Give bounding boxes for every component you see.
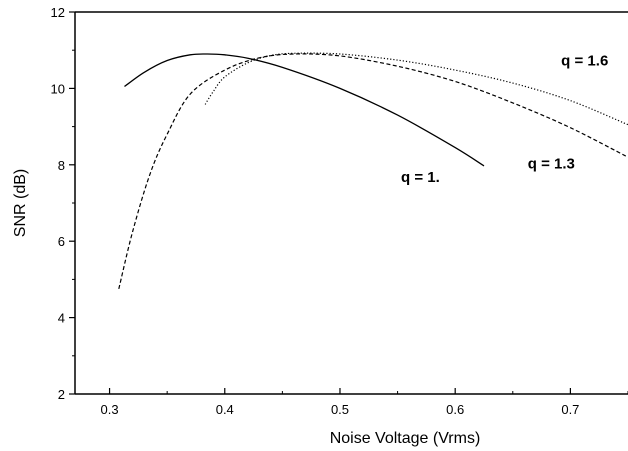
y-tick-label: 2 (58, 387, 65, 402)
y-tick-label: 10 (51, 81, 65, 96)
y-axis-title: SNR (dB) (12, 169, 29, 237)
curve-annotation-2: q = 1.3 (528, 156, 575, 173)
y-tick-label: 8 (58, 158, 65, 173)
x-tick-label: 0.5 (331, 402, 349, 417)
x-axis-title: Noise Voltage (Vrms) (330, 430, 481, 447)
y-tick-label: 6 (58, 234, 65, 249)
x-tick-label: 0.4 (216, 402, 234, 417)
y-tick-label: 4 (58, 311, 65, 326)
x-tick-label: 0.7 (561, 402, 579, 417)
x-tick-label: 0.6 (446, 402, 464, 417)
y-tick-label: 12 (51, 5, 65, 20)
x-tick-label: 0.3 (101, 402, 119, 417)
curve-annotation-1: q = 1.6 (561, 52, 608, 69)
series-line-1 (125, 54, 485, 166)
curve-annotation-3: q = 1. (401, 169, 440, 186)
